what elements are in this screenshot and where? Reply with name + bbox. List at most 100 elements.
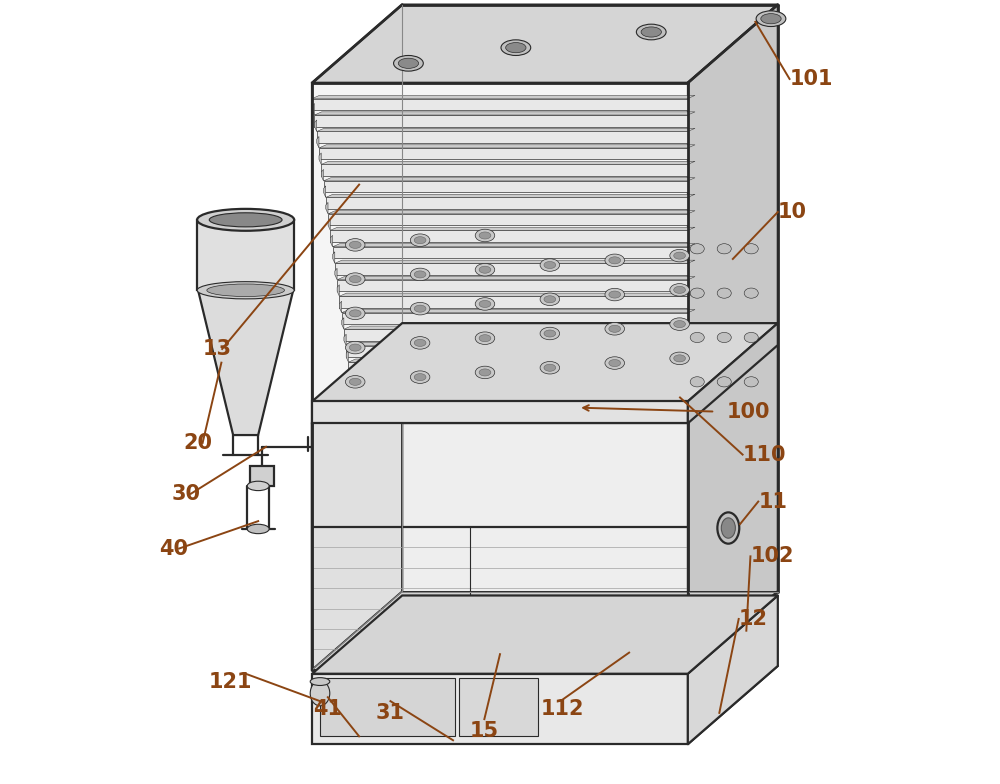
Polygon shape — [312, 401, 688, 423]
Ellipse shape — [540, 293, 560, 306]
Ellipse shape — [410, 371, 430, 383]
Ellipse shape — [544, 262, 556, 269]
Polygon shape — [312, 596, 778, 673]
Polygon shape — [330, 235, 333, 247]
Polygon shape — [337, 285, 339, 296]
Ellipse shape — [544, 330, 556, 337]
Text: 100: 100 — [727, 401, 770, 422]
Ellipse shape — [605, 322, 625, 335]
Text: 40: 40 — [160, 539, 189, 558]
Ellipse shape — [540, 361, 560, 374]
Polygon shape — [351, 379, 688, 390]
Ellipse shape — [410, 303, 430, 315]
Polygon shape — [335, 260, 695, 263]
Polygon shape — [344, 334, 346, 346]
Ellipse shape — [207, 284, 284, 296]
Ellipse shape — [197, 281, 294, 299]
Polygon shape — [348, 367, 351, 379]
Ellipse shape — [479, 232, 491, 239]
Polygon shape — [197, 220, 294, 290]
Polygon shape — [198, 290, 293, 435]
FancyBboxPatch shape — [250, 466, 274, 486]
Polygon shape — [312, 592, 778, 670]
Ellipse shape — [609, 257, 621, 264]
Text: 10: 10 — [778, 202, 807, 222]
Ellipse shape — [349, 241, 361, 249]
Ellipse shape — [475, 332, 495, 344]
Text: 121: 121 — [208, 672, 252, 691]
Ellipse shape — [310, 681, 330, 706]
Polygon shape — [335, 263, 688, 275]
Polygon shape — [312, 323, 778, 401]
Ellipse shape — [717, 332, 731, 343]
Ellipse shape — [398, 58, 419, 68]
Polygon shape — [346, 346, 688, 358]
Ellipse shape — [349, 344, 361, 351]
Polygon shape — [355, 412, 688, 423]
Polygon shape — [353, 400, 355, 412]
Polygon shape — [337, 280, 688, 292]
Ellipse shape — [609, 360, 621, 367]
Ellipse shape — [717, 288, 731, 298]
Ellipse shape — [670, 318, 689, 330]
Polygon shape — [321, 162, 695, 165]
Polygon shape — [339, 296, 688, 308]
Polygon shape — [333, 247, 688, 259]
Ellipse shape — [717, 513, 739, 543]
Ellipse shape — [605, 289, 625, 301]
Ellipse shape — [761, 13, 781, 24]
Polygon shape — [688, 323, 778, 423]
Polygon shape — [353, 392, 695, 395]
Polygon shape — [342, 310, 695, 313]
Ellipse shape — [690, 377, 704, 387]
Polygon shape — [330, 227, 695, 230]
Ellipse shape — [310, 677, 330, 685]
Polygon shape — [342, 313, 688, 325]
Ellipse shape — [609, 325, 621, 332]
Ellipse shape — [674, 321, 685, 328]
Ellipse shape — [410, 268, 430, 281]
Text: 102: 102 — [750, 546, 794, 566]
Polygon shape — [319, 148, 688, 159]
Ellipse shape — [717, 377, 731, 387]
Ellipse shape — [414, 271, 426, 278]
Polygon shape — [330, 230, 688, 241]
Text: 13: 13 — [203, 339, 232, 359]
Ellipse shape — [744, 288, 758, 298]
Ellipse shape — [744, 332, 758, 343]
Ellipse shape — [690, 288, 704, 298]
Polygon shape — [319, 145, 695, 148]
Ellipse shape — [247, 524, 269, 534]
Ellipse shape — [501, 40, 531, 56]
Polygon shape — [317, 129, 695, 132]
Ellipse shape — [479, 369, 491, 376]
Text: 110: 110 — [743, 445, 786, 465]
Ellipse shape — [744, 244, 758, 254]
Ellipse shape — [475, 229, 495, 241]
Polygon shape — [321, 169, 324, 181]
Polygon shape — [337, 277, 695, 280]
Ellipse shape — [349, 379, 361, 386]
Ellipse shape — [544, 296, 556, 303]
Polygon shape — [339, 293, 695, 296]
Polygon shape — [324, 178, 695, 181]
Polygon shape — [353, 395, 688, 407]
Polygon shape — [319, 153, 321, 165]
Text: 15: 15 — [470, 720, 499, 741]
Ellipse shape — [414, 237, 426, 244]
Ellipse shape — [475, 366, 495, 379]
Polygon shape — [328, 211, 695, 214]
Ellipse shape — [670, 352, 689, 365]
Polygon shape — [312, 423, 688, 670]
Ellipse shape — [544, 365, 556, 372]
Polygon shape — [312, 103, 314, 115]
Polygon shape — [320, 677, 455, 736]
Polygon shape — [328, 219, 330, 230]
Ellipse shape — [414, 305, 426, 312]
Ellipse shape — [721, 518, 735, 538]
Text: 31: 31 — [376, 703, 405, 723]
Text: 30: 30 — [171, 484, 200, 504]
Polygon shape — [351, 376, 695, 379]
Polygon shape — [346, 343, 695, 346]
Polygon shape — [324, 186, 326, 198]
